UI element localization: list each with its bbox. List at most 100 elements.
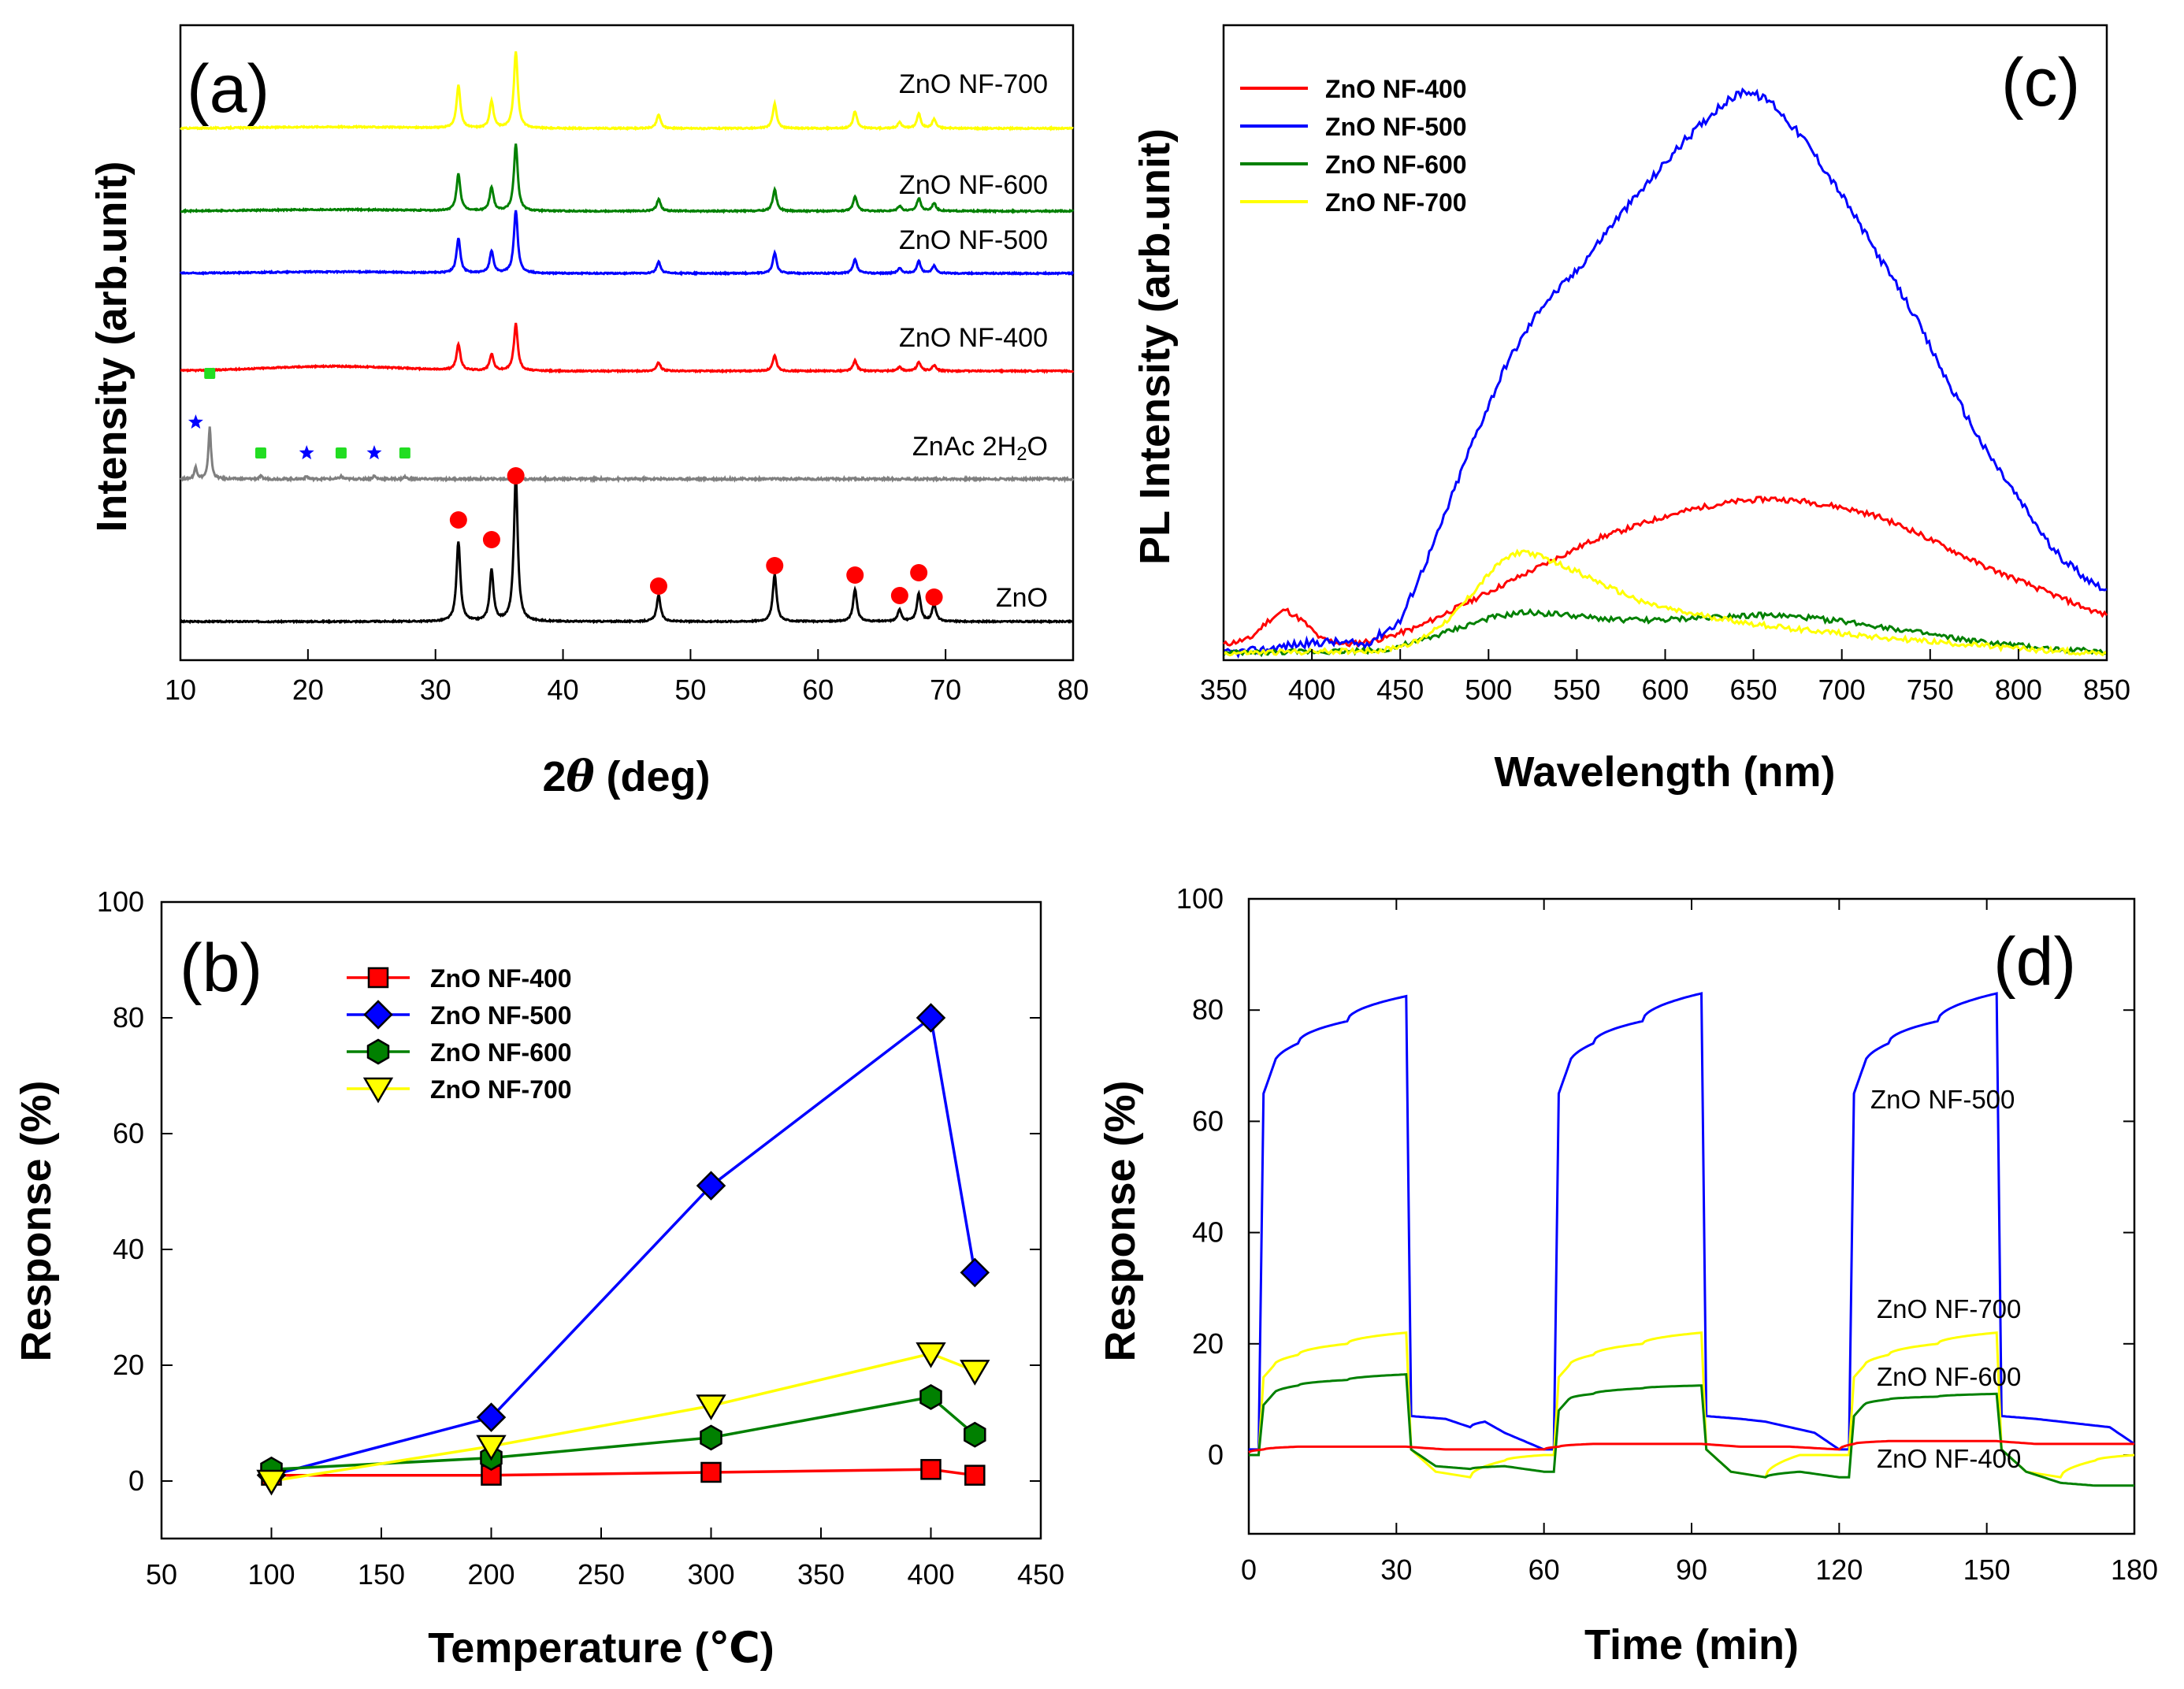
b-x-tick-label: 450 (1017, 1558, 1064, 1591)
zno-peak-marker (890, 587, 908, 604)
xrd-curve-zno-nf-500 (179, 210, 1075, 277)
zno-peak-marker (846, 566, 864, 584)
panel-b-legend: ZnO NF-400 ZnO NF-500 ZnO NF-600 ZnO NF-700 (347, 964, 572, 1104)
b-x-tick-label: 350 (797, 1558, 845, 1591)
xrd-label-zno-nf-600: ZnO NF-600 (899, 170, 1048, 200)
d-curve-zno-nf-600 (1249, 1373, 2134, 1487)
b-x-tick-label: 150 (358, 1558, 405, 1591)
b-x-tick-label: 200 (467, 1558, 514, 1591)
a-tick-label: 60 (802, 674, 834, 706)
b-legend-marker-zno-nf-500 (363, 1000, 393, 1030)
b-legend-label-zno-nf-700: ZnO NF-700 (430, 1075, 572, 1104)
a-tick-label: 10 (165, 674, 196, 706)
d-label-zno-nf-400: ZnO NF-400 (1877, 1444, 2021, 1473)
xrd-label-zno-nf-700: ZnO NF-700 (899, 69, 1048, 99)
xrd-label-zno-nf-500: ZnO NF-500 (899, 225, 1048, 255)
b-legend-label-zno-nf-400: ZnO NF-400 (430, 964, 572, 993)
d-x-tick-label: 0 (1241, 1554, 1257, 1586)
znac-star-marker (188, 414, 203, 429)
panel-d-curves (1248, 992, 2135, 1487)
xrd-label-end: O (1027, 432, 1048, 462)
znac-square-marker (254, 447, 266, 458)
b-x-tick-label: 50 (146, 1558, 177, 1591)
panel-a-x-axis-title: 2θ (deg) (542, 751, 710, 801)
panel-c-x-ticks: 350 400 450 500 550 600 650 700 750 800 850 (1200, 649, 2130, 706)
b-x-tick-label: 300 (687, 1558, 734, 1591)
d-label-zno-nf-500: ZnO NF-500 (1870, 1085, 2015, 1114)
panel-b-ticks: 50 100 150 200 250 300 350 400 450 0 20 40 60 80 100 (97, 885, 1064, 1591)
panel-a-x-title-theta: θ (566, 751, 595, 801)
d-y-tick-label: 80 (1192, 993, 1224, 1026)
b-y-tick-label: 80 (113, 1001, 144, 1034)
panel-c-pl-chart: 350 400 450 500 550 600 650 700 750 800 850 ZnO NF… (1131, 24, 2130, 796)
panel-a-x-ticks: 10 20 30 40 50 60 70 80 (165, 649, 1089, 706)
d-x-tick-label: 180 (2111, 1554, 2158, 1586)
zno-peak-marker (449, 511, 467, 529)
panel-a-curves (179, 51, 1075, 625)
znac-square-marker (204, 368, 216, 379)
legend-label-zno-nf-400: ZnO NF-400 (1325, 75, 1467, 103)
panel-d-x-axis-title: Time (min) (1584, 1621, 1799, 1669)
b-legend-label-zno-nf-600: ZnO NF-600 (430, 1038, 572, 1067)
a-tick-label: 70 (930, 674, 961, 706)
pl-curve-zno-nf-500 (1223, 87, 2108, 659)
zno-peak-marker (925, 588, 943, 606)
zno-peak-marker (507, 467, 525, 484)
d-y-tick-label: 20 (1192, 1327, 1224, 1360)
b-x-tick-label: 250 (578, 1558, 625, 1591)
d-y-tick-label: 60 (1192, 1104, 1224, 1137)
c-tick-label: 450 (1376, 674, 1424, 706)
b-legend-marker-zno-nf-700 (362, 1077, 394, 1104)
znac-square-marker (399, 447, 410, 458)
b-x-tick-label: 400 (907, 1558, 954, 1591)
b-line-zno-nf-400 (271, 1468, 975, 1477)
c-tick-label: 850 (2083, 674, 2130, 706)
panel-c-letter: (c) (2001, 45, 2080, 121)
panel-a-x-title-suffix: (deg) (595, 753, 711, 800)
b-point-zno-nf-700 (476, 1435, 507, 1461)
panel-a-series-labels: ZnO ZnAc 2H2O ZnO NF-400 ZnO NF-500 ZnO NF-6… (899, 69, 1048, 613)
c-tick-label: 700 (1818, 674, 1866, 706)
b-legend-label-zno-nf-500: ZnO NF-500 (430, 1001, 572, 1030)
panel-c-y-axis-title: PL Intensity (arb.unit) (1131, 128, 1179, 565)
c-tick-label: 550 (1553, 674, 1600, 706)
xrd-label-main: ZnAc 2H (912, 432, 1016, 462)
znac-star-marker (366, 445, 382, 460)
b-point-zno-nf-400 (964, 1464, 986, 1486)
d-y-tick-label: 40 (1192, 1216, 1224, 1249)
xrd-curve-znac-2h2o (179, 426, 1075, 484)
panel-c-legend: ZnO NF-400 ZnO NF-500 ZnO NF-600 ZnO NF-700 (1240, 75, 1467, 217)
panel-b-letter: (b) (180, 930, 262, 1006)
xrd-label-sub: 2 (1016, 444, 1027, 465)
panel-b-plot-frame (160, 900, 1042, 1540)
b-point-zno-nf-600 (919, 1383, 942, 1410)
b-y-tick-label: 60 (113, 1117, 144, 1149)
b-line-zno-nf-600 (271, 1395, 976, 1472)
xrd-curve-zno-nf-600 (180, 143, 1075, 214)
b-point-zno-nf-500 (960, 1257, 990, 1288)
c-tick-label: 800 (1995, 674, 2042, 706)
c-tick-label: 350 (1200, 674, 1247, 706)
b-point-zno-nf-700 (916, 1342, 946, 1368)
b-legend-marker-zno-nf-400 (367, 967, 389, 989)
zno-peak-marker (910, 564, 928, 581)
panel-d-letter: (d) (1993, 924, 2076, 1000)
a-tick-label: 20 (292, 674, 324, 706)
legend-label-zno-nf-700: ZnO NF-700 (1325, 188, 1467, 217)
b-x-tick-label: 100 (247, 1558, 295, 1591)
c-tick-label: 650 (1730, 674, 1777, 706)
znac-square-marker (335, 447, 347, 458)
c-tick-label: 400 (1288, 674, 1335, 706)
b-point-zno-nf-600 (964, 1421, 986, 1448)
b-y-tick-label: 100 (97, 885, 144, 918)
panel-a-markers (188, 368, 943, 606)
c-tick-label: 750 (1907, 674, 1954, 706)
d-label-zno-nf-700: ZnO NF-700 (1877, 1294, 2021, 1323)
b-point-zno-nf-500 (916, 1003, 946, 1033)
panel-d-ticks: 0 30 60 90 120 150 180 0 20 40 60 80 100 (1176, 882, 2158, 1586)
a-tick-label: 50 (674, 674, 706, 706)
d-label-zno-nf-600: ZnO NF-600 (1877, 1362, 2021, 1391)
